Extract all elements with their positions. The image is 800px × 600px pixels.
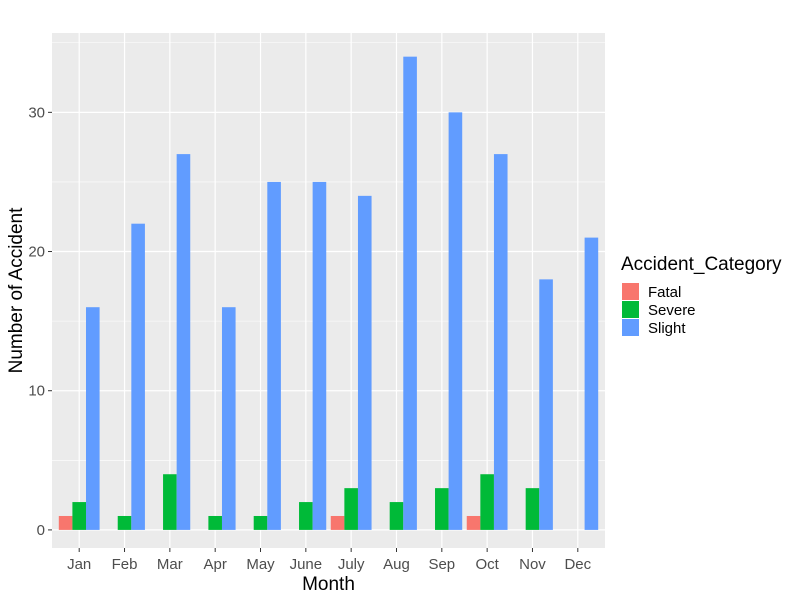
- x-tick-label: Dec: [564, 556, 591, 573]
- bar-slight-july: [357, 195, 372, 530]
- bar-severe-july: [344, 488, 358, 530]
- legend-label-severe: Severe: [648, 302, 696, 319]
- bar-slight-may: [267, 181, 281, 530]
- legend-label-slight: Slight: [648, 320, 686, 337]
- bar-severe-oct: [480, 474, 494, 530]
- y-tick-label: 0: [37, 522, 45, 539]
- y-tick-label: 20: [28, 244, 45, 261]
- bar-slight-jan: [85, 307, 100, 530]
- bar-severe-jan: [72, 502, 86, 530]
- bar-fatal-jan: [58, 515, 73, 530]
- x-tick-label: Oct: [475, 556, 499, 573]
- x-tick-label: Nov: [519, 556, 546, 573]
- x-tick-label: Feb: [112, 556, 138, 573]
- bar-slight-oct: [493, 154, 508, 530]
- x-tick-label: July: [338, 556, 365, 573]
- bar-slight-sep: [448, 112, 463, 530]
- x-tick-label: Aug: [383, 556, 410, 573]
- bar-severe-sep: [435, 488, 449, 530]
- y-tick-label: 10: [28, 383, 45, 400]
- y-tick-label: 30: [28, 104, 45, 121]
- legend-key-fatal: [622, 283, 639, 300]
- bar-severe-may: [253, 515, 268, 530]
- bar-slight-apr: [221, 307, 236, 530]
- bar-severe-aug: [389, 502, 404, 530]
- bar-severe-nov: [525, 488, 540, 530]
- x-tick-label: Sep: [428, 556, 455, 573]
- y-axis-title: Number of Accident: [6, 207, 27, 374]
- legend-label-fatal: Fatal: [648, 284, 681, 301]
- legend-title: Accident_Category: [621, 254, 782, 275]
- bar-fatal-july: [330, 515, 345, 530]
- bar-severe-june: [299, 502, 313, 530]
- x-tick-label: Mar: [157, 556, 183, 573]
- x-axis-title: Month: [302, 574, 355, 595]
- bar-slight-mar: [176, 154, 191, 530]
- x-axis-ticks: Jan Feb Mar Apr May June July Aug Sep Oct Nov Dec: [67, 548, 592, 573]
- x-tick-label: June: [290, 556, 323, 573]
- bars: [58, 56, 599, 530]
- bar-fatal-oct: [466, 515, 481, 530]
- grid-lines: [52, 33, 605, 548]
- bar-slight-dec: [584, 237, 599, 530]
- bar-slight-nov: [539, 279, 553, 530]
- legend-key-slight: [622, 319, 639, 336]
- bar-slight-aug: [403, 56, 417, 530]
- x-tick-label: Apr: [204, 556, 227, 573]
- x-tick-label: Jan: [67, 556, 91, 573]
- bar-slight-feb: [131, 223, 145, 530]
- bar-slight-june: [312, 181, 327, 530]
- legend-key-severe: [622, 301, 639, 318]
- bar-severe-apr: [208, 515, 222, 530]
- y-axis-ticks: 0 10 20 30: [28, 104, 52, 539]
- x-tick-label: May: [246, 556, 275, 573]
- bar-severe-mar: [163, 474, 177, 530]
- bar-severe-feb: [117, 515, 132, 530]
